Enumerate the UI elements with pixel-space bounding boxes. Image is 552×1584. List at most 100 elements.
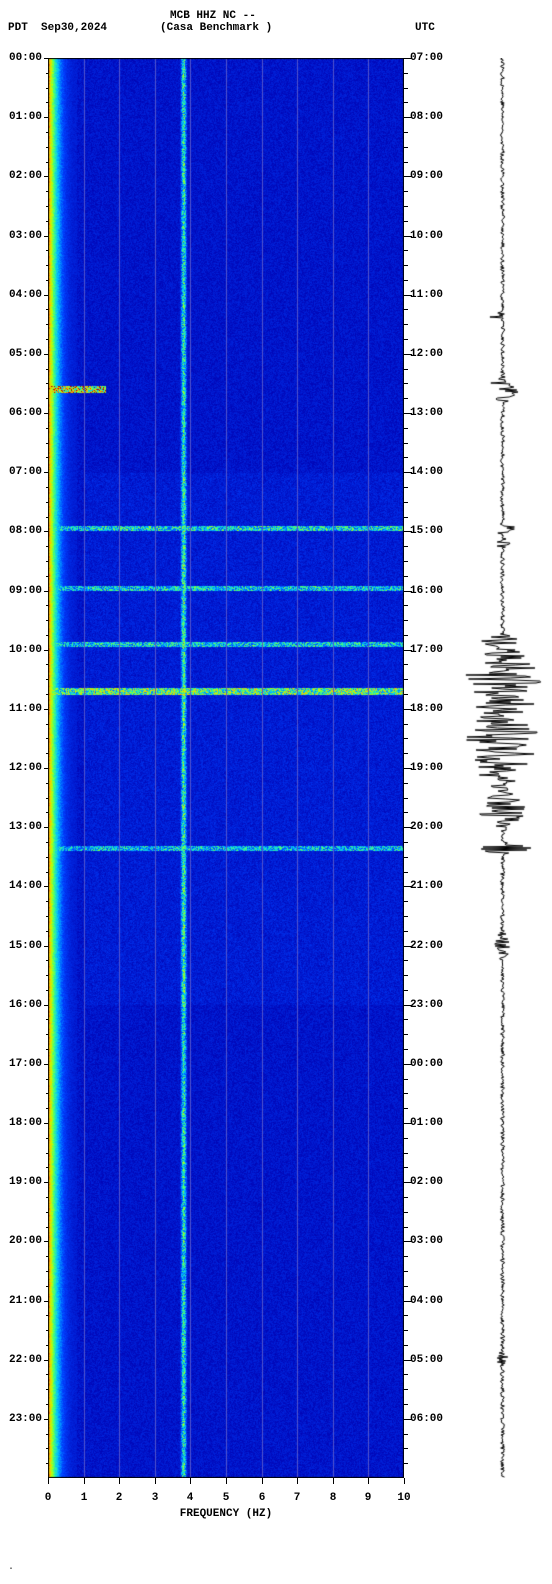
tick [404, 975, 408, 976]
xtick [226, 1478, 227, 1484]
tick [404, 694, 408, 695]
tick [46, 1448, 48, 1449]
utc-hour-label: 13:00 [410, 407, 443, 419]
pdt-hour-label: 21:00 [2, 1295, 42, 1307]
tick [46, 783, 48, 784]
utc-hour-label: 20:00 [410, 821, 443, 833]
tick [404, 162, 408, 163]
tick [404, 531, 412, 532]
utc-hour-label: 18:00 [410, 703, 443, 715]
xtick-label: 8 [330, 1492, 337, 1504]
tick [46, 1079, 48, 1080]
utc-hour-label: 17:00 [410, 644, 443, 656]
tick [404, 73, 408, 74]
pdt-hour-label: 16:00 [2, 999, 42, 1011]
tick [404, 1404, 408, 1405]
pdt-hour-label: 11:00 [2, 703, 42, 715]
tick [44, 1301, 48, 1302]
tick [46, 1108, 48, 1109]
tick [404, 1315, 408, 1316]
xtick-label: 10 [397, 1492, 410, 1504]
tick [46, 1034, 48, 1035]
tick [404, 1227, 408, 1228]
spectrogram-plot [48, 58, 404, 1478]
tick [46, 812, 48, 813]
tick [44, 886, 48, 887]
tick [46, 309, 48, 310]
tick [46, 1374, 48, 1375]
tick [404, 206, 408, 207]
tick [46, 162, 48, 163]
tick [46, 679, 48, 680]
tick [404, 280, 408, 281]
pdt-hour-label: 14:00 [2, 880, 42, 892]
tick [44, 1182, 48, 1183]
tick [46, 990, 48, 991]
header: PDT Sep30,2024 MCB HHZ NC -- (Casa Bench… [0, 0, 552, 50]
tick [404, 369, 408, 370]
tick [46, 1019, 48, 1020]
tick [404, 132, 408, 133]
station-line-1: MCB HHZ NC -- [170, 10, 256, 22]
tick [404, 738, 408, 739]
tick [404, 1064, 412, 1065]
tick [44, 236, 48, 237]
tick [46, 916, 48, 917]
tick [44, 472, 48, 473]
tick [404, 1345, 408, 1346]
utc-hour-label: 01:00 [410, 1117, 443, 1129]
tick [46, 605, 48, 606]
tick [46, 1093, 48, 1094]
xtick [155, 1478, 156, 1484]
tick [404, 1153, 408, 1154]
tick [404, 946, 412, 947]
tick [404, 1108, 408, 1109]
tick [404, 1034, 408, 1035]
tick [46, 872, 48, 873]
utc-hour-label: 19:00 [410, 762, 443, 774]
tick [46, 1227, 48, 1228]
xtick-label: 4 [187, 1492, 194, 1504]
tick [404, 191, 408, 192]
xtick-label: 0 [45, 1492, 52, 1504]
tick [404, 339, 408, 340]
tick [46, 546, 48, 547]
tick [404, 517, 408, 518]
pdt-hour-label: 01:00 [2, 111, 42, 123]
tick [46, 73, 48, 74]
utc-hour-label: 22:00 [410, 940, 443, 952]
xtick [119, 1478, 120, 1484]
tick [46, 250, 48, 251]
footer-glyph: . [8, 1562, 14, 1573]
tick [44, 58, 48, 59]
tick [44, 531, 48, 532]
utc-hour-label: 03:00 [410, 1235, 443, 1247]
tick [404, 872, 408, 873]
tick [404, 324, 408, 325]
xtick-label: 3 [152, 1492, 159, 1504]
tick [404, 354, 412, 355]
tick [404, 1374, 408, 1375]
tick [44, 117, 48, 118]
tick [46, 221, 48, 222]
tick [46, 694, 48, 695]
tick [404, 221, 408, 222]
tick [46, 265, 48, 266]
tick [404, 1360, 412, 1361]
tick [404, 709, 412, 710]
tick [46, 132, 48, 133]
tick [44, 827, 48, 828]
tick [404, 250, 408, 251]
tick [404, 960, 408, 961]
tick [46, 901, 48, 902]
tick [46, 502, 48, 503]
tick [46, 1286, 48, 1287]
tick [404, 1212, 408, 1213]
seismogram-canvas [460, 58, 545, 1478]
pdt-hour-label: 23:00 [2, 1413, 42, 1425]
tick [404, 857, 408, 858]
tick [46, 857, 48, 858]
tick [46, 339, 48, 340]
utc-hour-label: 16:00 [410, 585, 443, 597]
tick [46, 753, 48, 754]
